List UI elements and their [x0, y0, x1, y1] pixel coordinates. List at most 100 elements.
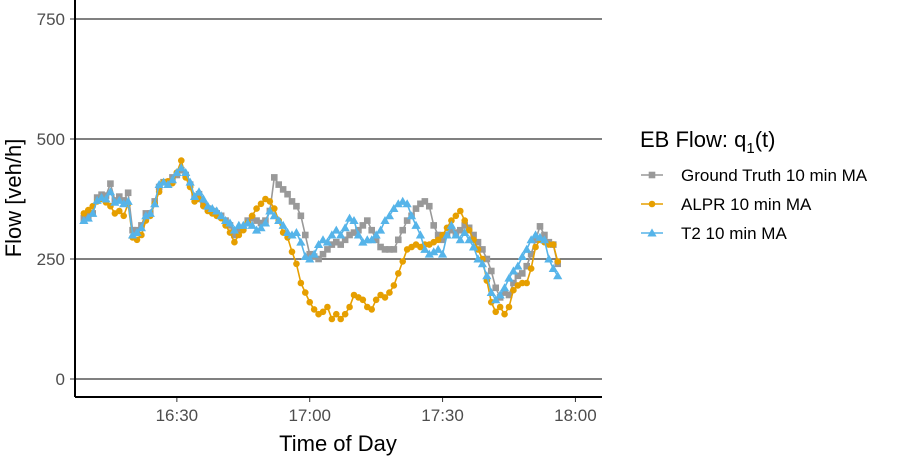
legend-items: Ground Truth 10 min MA ALPR 10 min MA T2 1… [641, 166, 868, 243]
data-point [384, 211, 395, 220]
data-point [297, 279, 305, 287]
data-point [532, 243, 539, 251]
data-point [269, 211, 279, 220]
data-point [332, 310, 340, 318]
data-point [495, 290, 505, 299]
data-point [318, 235, 328, 244]
x-tick-label: 18:00 [554, 406, 597, 425]
data-point [278, 220, 288, 229]
data-point [328, 315, 336, 323]
axes [70, 0, 602, 402]
data-point [115, 207, 123, 215]
data-point [394, 236, 402, 244]
data-point [505, 303, 513, 311]
data-point [322, 237, 333, 246]
data-point [235, 226, 243, 234]
data-point [220, 216, 231, 225]
data-point [293, 202, 300, 210]
data-point [163, 180, 173, 189]
x-axis-title: Time of Day [279, 431, 397, 456]
data-point [119, 199, 129, 208]
data-point [243, 218, 253, 227]
data-point [439, 236, 446, 244]
legend: EB Flow: q1(t) Ground Truth 10 min MA ALP… [640, 127, 868, 243]
data-point [274, 216, 284, 225]
data-point [350, 229, 358, 236]
legend-item: Ground Truth 10 min MA [641, 166, 868, 185]
data-point [341, 310, 349, 318]
data-point [114, 195, 124, 204]
data-point [527, 265, 535, 272]
data-point [231, 231, 238, 239]
data-point [238, 220, 248, 229]
y-tick-label: 500 [37, 130, 65, 149]
data-point [265, 206, 275, 215]
data-point [310, 306, 318, 313]
data-point [336, 230, 346, 239]
data-point [136, 223, 147, 232]
y-tick-label: 750 [37, 10, 65, 29]
data-point [399, 258, 407, 265]
data-point [256, 223, 266, 232]
data-point [434, 231, 442, 239]
data-point [372, 296, 380, 304]
data-point [337, 315, 345, 323]
data-point [132, 228, 142, 237]
data-point [456, 207, 464, 215]
data-point [492, 308, 500, 316]
data-point [377, 243, 384, 251]
data-point [344, 213, 355, 222]
data-point [251, 225, 262, 234]
data-point [150, 199, 160, 208]
data-point [375, 225, 386, 234]
data-point [415, 230, 426, 239]
data-point [337, 241, 345, 248]
data-point [504, 273, 514, 282]
data-point [530, 230, 541, 239]
data-point [523, 279, 531, 287]
data-point [386, 289, 393, 296]
data-point [548, 264, 558, 273]
data-point [332, 238, 340, 246]
data-point [554, 258, 562, 265]
data-point [473, 254, 483, 263]
data-point [380, 216, 390, 225]
data-point [518, 270, 526, 277]
data-point [279, 186, 287, 193]
data-point [508, 266, 519, 275]
data-point [359, 296, 367, 304]
y-tick-label: 0 [56, 370, 65, 389]
legend-item: T2 10 min MA [641, 224, 787, 243]
legend-label: Ground Truth 10 min MA [681, 166, 868, 185]
data-point [358, 237, 368, 246]
data-point [124, 189, 132, 197]
data-point [300, 252, 310, 261]
data-point [105, 187, 116, 196]
data-point [141, 211, 151, 220]
data-point [491, 295, 501, 304]
data-point [479, 246, 486, 253]
data-point [514, 272, 522, 280]
data-point [442, 230, 452, 239]
data-point [363, 217, 371, 224]
data-point [346, 231, 353, 239]
data-point [461, 222, 469, 229]
x-tick-label: 17:00 [288, 406, 331, 425]
data-point [282, 228, 293, 237]
data-point [270, 174, 278, 181]
data-point [549, 241, 557, 248]
data-point [231, 238, 238, 246]
data-point [430, 222, 438, 229]
data-point [536, 223, 544, 230]
data-point [517, 252, 527, 261]
data-point [381, 246, 389, 253]
data-point [527, 250, 535, 258]
data-point [306, 250, 314, 258]
data-point [461, 217, 469, 224]
data-point [319, 250, 327, 258]
data-point [544, 254, 554, 263]
data-point [266, 198, 274, 205]
legend-key-marker [648, 171, 656, 179]
data-point [541, 231, 548, 239]
data-point [176, 163, 186, 172]
